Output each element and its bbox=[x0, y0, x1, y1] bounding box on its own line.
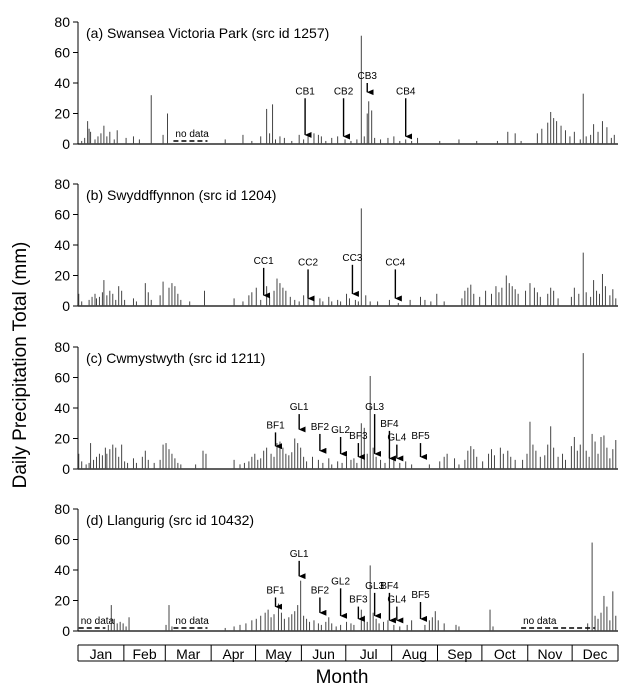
month-label: Aug bbox=[402, 646, 427, 662]
x-axis-title: Month bbox=[316, 667, 369, 688]
y-tick-label: 20 bbox=[54, 106, 70, 122]
month-label: May bbox=[265, 646, 291, 662]
month-label: Jan bbox=[90, 646, 113, 662]
y-tick-label: 40 bbox=[54, 237, 70, 253]
annotation-label: GL4 bbox=[387, 433, 406, 444]
y-tick-label: 80 bbox=[54, 14, 70, 30]
panels-group: 0 20 40 60 80 no data (a) Swansea Victoria Par… bbox=[54, 14, 618, 639]
annotation-label: BF5 bbox=[411, 590, 430, 601]
y-tick-label: 20 bbox=[54, 593, 70, 609]
y-tick-label: 60 bbox=[54, 207, 70, 223]
y-tick-label: 40 bbox=[54, 400, 70, 416]
y-tick-label: 80 bbox=[54, 501, 70, 517]
panel-title: (c) Cwmystwyth (src id 1211) bbox=[86, 350, 265, 366]
annotation-label: CC3 bbox=[342, 253, 362, 264]
y-tick-label: 40 bbox=[54, 75, 70, 91]
y-tick-label: 20 bbox=[54, 268, 70, 284]
month-label: Sep bbox=[447, 646, 472, 662]
annotation-label: GL4 bbox=[387, 595, 406, 606]
annotation-label: CB2 bbox=[334, 86, 354, 97]
annotation-label: BF1 bbox=[266, 585, 285, 596]
y-tick-label: 0 bbox=[62, 623, 70, 639]
annotation-label: BF4 bbox=[380, 581, 399, 592]
y-tick-label: 0 bbox=[62, 461, 70, 477]
no-data-label: no data bbox=[523, 616, 557, 627]
y-tick-label: 0 bbox=[62, 298, 70, 314]
annotation-label: BF1 bbox=[266, 420, 285, 431]
panel-title: (b) Swyddffynnon (src id 1204) bbox=[86, 187, 276, 203]
panel-1: 0 20 40 60 80 no data (a) Swansea Victoria Par… bbox=[54, 14, 618, 152]
annotation-label: GL2 bbox=[331, 425, 350, 436]
annotation-label: BF3 bbox=[349, 431, 368, 442]
annotation-label: CC4 bbox=[385, 257, 405, 268]
panel-4: 0 20 40 60 80 no data no data no data (d) Llangu… bbox=[54, 501, 618, 639]
annotation-label: BF3 bbox=[349, 595, 368, 606]
month-label: Feb bbox=[133, 646, 157, 662]
annotation-label: GL2 bbox=[331, 576, 350, 587]
panel-title: (a) Swansea Victoria Park (src id 1257) bbox=[86, 25, 329, 41]
no-data-label: no data bbox=[175, 616, 209, 627]
month-label: Jul bbox=[360, 646, 378, 662]
annotation-label: CB4 bbox=[396, 86, 416, 97]
panel-2: 0 20 40 60 80 (b) Swyddffynnon (src id 1204) C… bbox=[54, 176, 618, 314]
annotation-label: GL1 bbox=[290, 549, 309, 560]
annotation-label: CB1 bbox=[295, 86, 315, 97]
y-tick-label: 20 bbox=[54, 431, 70, 447]
y-tick-label: 80 bbox=[54, 339, 70, 355]
panel-3: 0 20 40 60 80 (c) Cwmystwyth (src id 1211) BF1… bbox=[54, 339, 618, 477]
annotation-label: GL1 bbox=[290, 402, 309, 413]
y-tick-label: 60 bbox=[54, 532, 70, 548]
month-label: Oct bbox=[494, 646, 516, 662]
annotation-label: BF4 bbox=[380, 419, 399, 430]
month-label: Nov bbox=[537, 646, 562, 662]
month-axis: Jan Feb Mar Apr May Jun Jul Aug Sep Oct Nov Dec bbox=[77, 644, 619, 662]
annotation-label: CB3 bbox=[358, 71, 378, 82]
month-label: Jun bbox=[312, 646, 335, 662]
annotation-label: BF2 bbox=[311, 422, 330, 433]
annotation-label: CC1 bbox=[254, 256, 274, 267]
annotation-label: BF2 bbox=[311, 585, 330, 596]
month-label: Mar bbox=[176, 646, 200, 662]
y-axis-title: Daily Precipitation Total (mm) bbox=[10, 242, 31, 489]
month-label: Apr bbox=[222, 646, 244, 662]
annotation-label: GL3 bbox=[365, 581, 384, 592]
month-label: Dec bbox=[583, 646, 608, 662]
y-tick-label: 80 bbox=[54, 176, 70, 192]
annotation-label: CC2 bbox=[298, 257, 318, 268]
no-data-label: no data bbox=[175, 129, 209, 140]
panel-title: (d) Llangurig (src id 10432) bbox=[86, 512, 254, 528]
annotation-label: BF5 bbox=[411, 431, 430, 442]
y-tick-label: 40 bbox=[54, 562, 70, 578]
y-tick-label: 60 bbox=[54, 370, 70, 386]
y-tick-label: 60 bbox=[54, 45, 70, 61]
no-data-label: no data bbox=[81, 616, 115, 627]
y-tick-label: 0 bbox=[62, 136, 70, 152]
annotation-label: GL3 bbox=[365, 402, 384, 413]
